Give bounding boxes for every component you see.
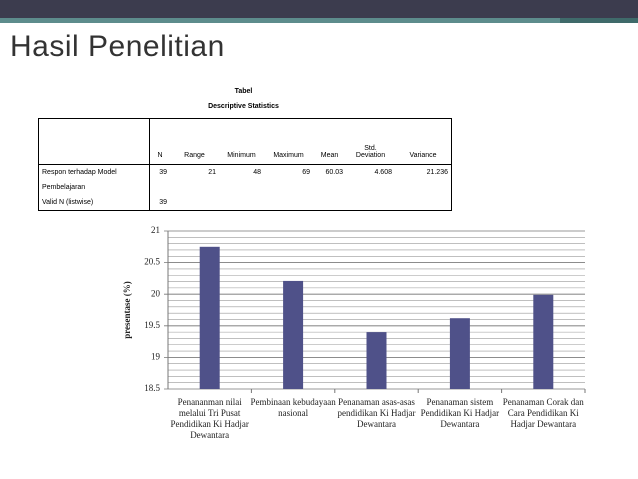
- header-cell: Mean: [313, 118, 346, 165]
- bar: [283, 280, 304, 389]
- bar: [449, 318, 470, 389]
- table-cell: 48: [253, 169, 261, 176]
- table-row: Respon terhadap Model Pembelajaran 39 21 48…: [38, 164, 452, 195]
- bar: [533, 294, 554, 389]
- header-cell: Std. Deviation: [346, 118, 395, 165]
- table-cell: Respon terhadap Model Pembelajaran: [38, 164, 150, 195]
- table-cell: 21: [208, 169, 216, 176]
- bar: [366, 332, 387, 389]
- header-cell: Variance: [395, 118, 452, 165]
- header-cell: Range: [170, 118, 219, 165]
- table-cell: Valid N (listwise): [38, 195, 150, 211]
- table-cell: 39: [159, 169, 167, 176]
- header-cell: N: [149, 118, 170, 165]
- x-tick-label: Pembinaan kebudayaan nasional: [250, 397, 336, 418]
- table-cell: 4.608: [374, 169, 392, 176]
- y-tick-label: 20: [151, 288, 161, 298]
- table-cell: 60.03: [325, 169, 343, 176]
- y-tick-label: 19.5: [144, 320, 160, 330]
- y-axis-label: presentase (%): [122, 281, 132, 339]
- table-cell: [219, 195, 264, 211]
- table-cell: [170, 195, 219, 211]
- stats-table: N Range Minimum Maximum Mean Std. Deviation Va…: [38, 118, 452, 211]
- stripe: [560, 18, 638, 23]
- slide-title: Hasil Penelitian: [10, 30, 225, 63]
- table-cell: [395, 195, 452, 211]
- table-cell: [346, 195, 395, 211]
- x-tick-label: Penananman nilai melalui Tri Pusat Pendi…: [170, 397, 249, 440]
- y-tick-label: 21: [151, 225, 160, 235]
- x-tick-label: Penanaman Corak dan Cara Pendidikan Ki H…: [502, 397, 584, 429]
- header-cell: Maximum: [264, 118, 313, 165]
- table-subtitle: Descriptive Statistics: [208, 103, 279, 110]
- table-cell: [313, 195, 346, 211]
- table-cell: 21.236: [395, 164, 452, 195]
- y-tick-label: 18.5: [144, 383, 160, 393]
- top-bar: [0, 0, 638, 18]
- y-tick-label: 19: [151, 351, 161, 361]
- table-cell: [264, 195, 313, 211]
- y-tick-label: 20.5: [144, 257, 160, 267]
- table-cell: 39: [149, 195, 170, 211]
- table-cell: 69: [302, 169, 310, 176]
- table-row: Valid N (listwise) 39: [38, 195, 452, 211]
- header-cell: Minimum: [219, 118, 264, 165]
- bar: [199, 246, 220, 389]
- table-caption: Tabel: [234, 88, 253, 95]
- x-tick-label: Penanaman sistem Pendidikan Ki Hadjar De…: [420, 397, 500, 429]
- stripe: [0, 18, 638, 23]
- x-tick-label: Penanaman asas-asas pendidikan Ki Hadjar…: [337, 397, 416, 429]
- header-cell: [38, 118, 150, 165]
